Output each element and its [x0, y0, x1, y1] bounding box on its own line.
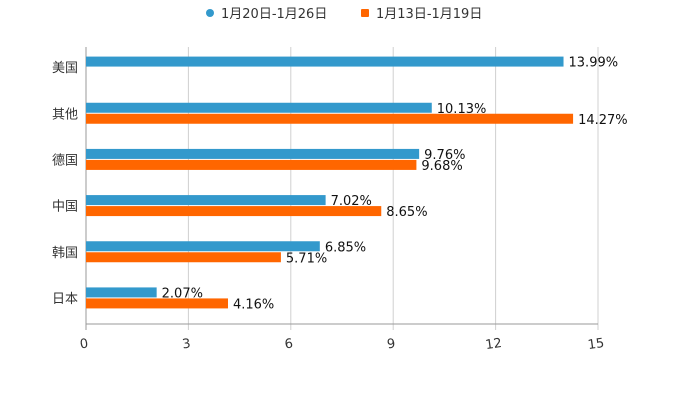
bar-2 [86, 159, 417, 170]
category-label: 美国 [52, 61, 78, 76]
x-tick-label: 6 [284, 336, 294, 352]
bar-1 [86, 195, 326, 206]
bar-2 [86, 113, 574, 124]
x-tick-label: 3 [181, 336, 191, 352]
value-label-1: 10.13% [437, 102, 487, 117]
value-label-1: 6.85% [325, 240, 366, 255]
category-label: 韩国 [52, 246, 78, 261]
value-label-2: 8.65% [386, 205, 427, 220]
bars [86, 56, 574, 309]
x-tick-label: 12 [484, 336, 502, 353]
value-label-2: 5.71% [286, 251, 327, 266]
legend-label-1: 1月20日-1月26日 [221, 7, 327, 22]
bar-2 [86, 206, 382, 217]
bar-1 [86, 241, 320, 252]
bar-2 [86, 298, 228, 309]
value-label-2: 14.27% [578, 113, 628, 128]
x-tick-label: 9 [386, 336, 396, 352]
bar-1 [86, 102, 432, 113]
x-tick-labels: 0 3 6 9 12 15 [79, 336, 605, 353]
bar-1 [86, 148, 420, 159]
value-label-1: 2.07% [162, 286, 203, 301]
bar-1 [86, 287, 157, 298]
grid [85, 47, 599, 330]
category-label: 日本 [52, 292, 78, 307]
category-label: 中国 [52, 200, 78, 215]
legend-marker-2 [361, 9, 369, 17]
value-label-1: 7.02% [331, 194, 372, 209]
value-label-2: 4.16% [233, 297, 274, 312]
category-label: 其他 [52, 107, 78, 122]
legend-label-2: 1月13日-1月19日 [376, 7, 482, 22]
bar-1 [86, 56, 564, 67]
category-label: 德国 [52, 153, 78, 168]
x-tick-label: 15 [587, 336, 605, 353]
value-label-2: 9.68% [421, 159, 462, 174]
value-label-1: 9.76% [424, 148, 465, 163]
bar-2 [86, 252, 281, 263]
value-label-1: 13.99% [569, 56, 619, 71]
value-labels: 13.99% 10.13% 14.27% 9.76%9.68% 7.02% 8.65% 6.… [162, 56, 628, 313]
legend-marker-1 [206, 9, 214, 17]
legend: 1月20日-1月26日 1月13日-1月19日 [206, 7, 482, 22]
x-tick-label: 0 [79, 336, 89, 352]
